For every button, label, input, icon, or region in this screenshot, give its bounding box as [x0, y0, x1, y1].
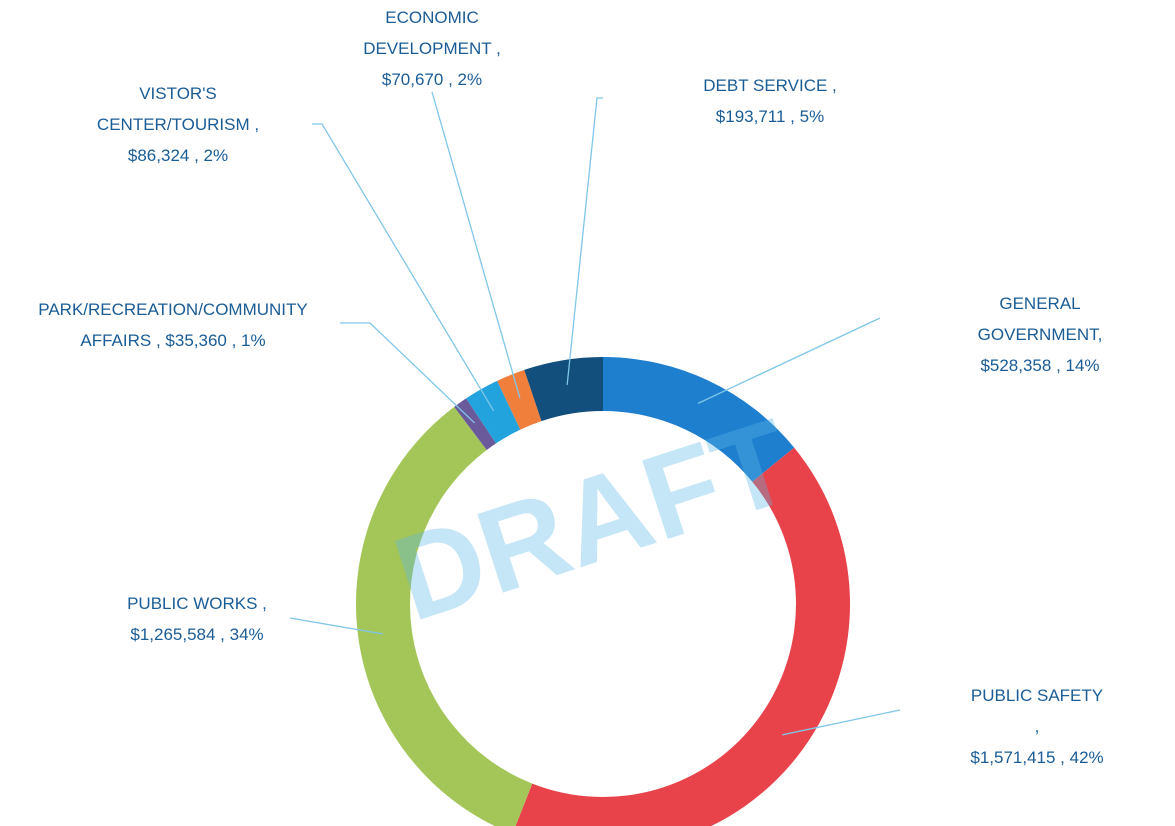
- donut-segment: [497, 369, 542, 430]
- data-label: ECONOMIC DEVELOPMENT , $70,670 , 2%: [363, 8, 501, 89]
- data-label: PUBLIC WORKS , $1,265,584 , 34%: [127, 594, 267, 644]
- leader-line: [566, 97, 603, 385]
- donut-segment: [454, 398, 497, 450]
- leader-line: [340, 322, 476, 424]
- donut-segment: [524, 357, 603, 422]
- leader-line: [431, 91, 521, 399]
- donut-segment: [515, 447, 850, 826]
- data-label: VISTOR'S CENTER/TOURISM , $86,324 , 2%: [96, 84, 260, 165]
- donut-segment: [603, 357, 795, 482]
- leader-line: [782, 709, 901, 736]
- leader-line: [289, 617, 384, 635]
- data-label: PUBLIC SAFETY , $1,571,415 , 42%: [970, 686, 1104, 767]
- data-label: GENERAL GOVERNMENT, $528,358 , 14%: [977, 294, 1103, 375]
- donut-segment: [466, 380, 521, 444]
- donut-segment: [356, 406, 533, 826]
- leader-line: [312, 123, 495, 412]
- data-label: PARK/RECREATION/COMMUNITY AFFAIRS , $35,…: [38, 300, 308, 350]
- data-label: DEBT SERVICE , $193,711 , 5%: [703, 76, 837, 126]
- leader-line: [697, 317, 881, 404]
